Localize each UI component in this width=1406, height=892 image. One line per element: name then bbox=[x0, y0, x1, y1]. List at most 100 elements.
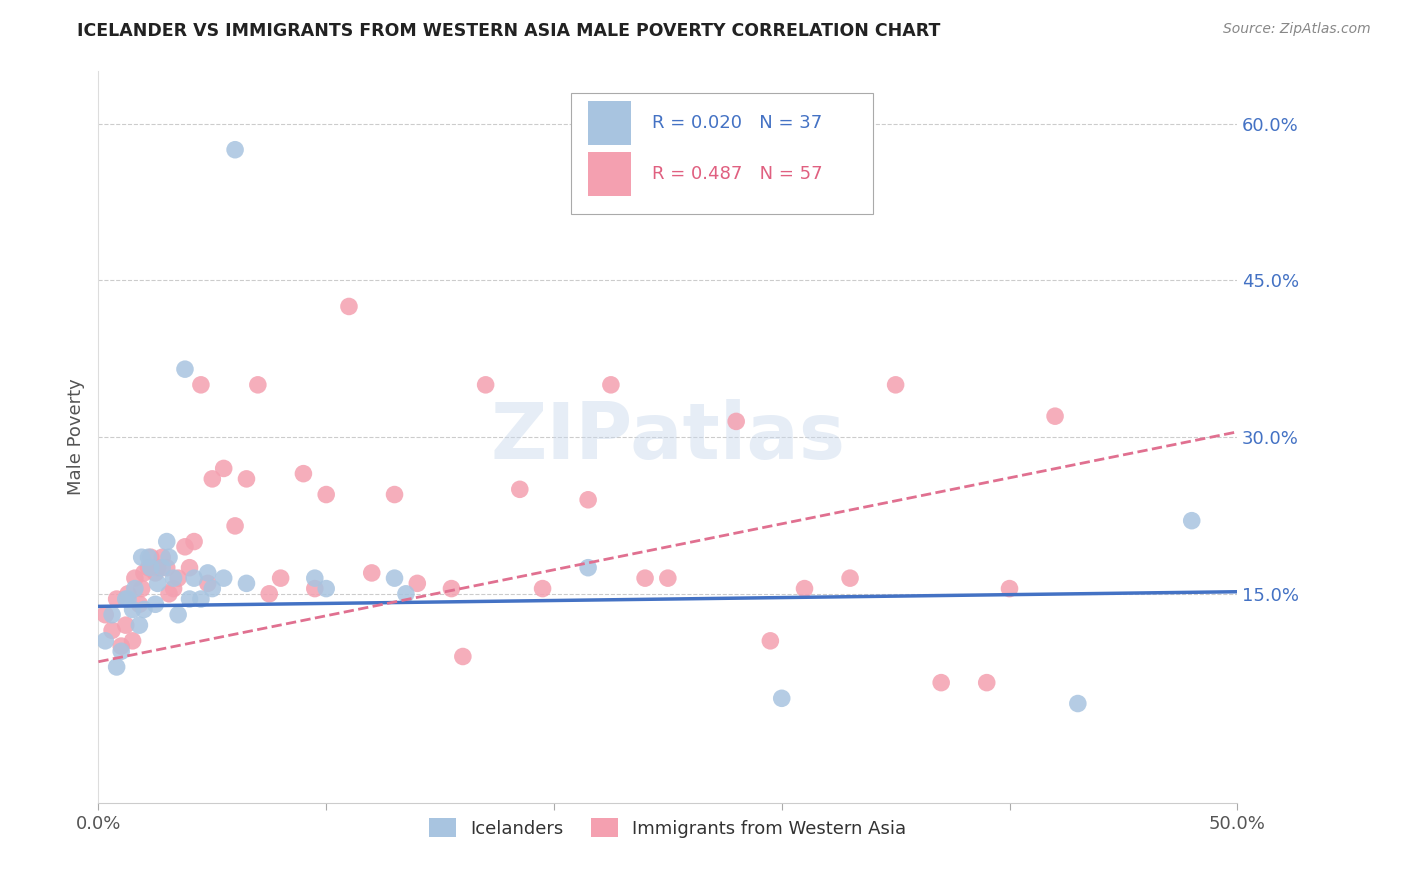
Point bbox=[94, 607, 117, 622]
Point bbox=[121, 602, 143, 616]
Point bbox=[139, 560, 162, 574]
Point bbox=[197, 566, 219, 580]
Point bbox=[174, 362, 197, 376]
Point bbox=[201, 582, 224, 596]
Point bbox=[212, 461, 235, 475]
Point bbox=[998, 582, 1021, 596]
Point bbox=[440, 582, 463, 596]
Point bbox=[793, 582, 815, 596]
Point bbox=[235, 576, 257, 591]
Point bbox=[146, 560, 169, 574]
Y-axis label: Male Poverty: Male Poverty bbox=[66, 379, 84, 495]
Point bbox=[224, 143, 246, 157]
Point bbox=[634, 571, 657, 585]
Point bbox=[759, 633, 782, 648]
Point bbox=[304, 571, 326, 585]
Point bbox=[110, 639, 132, 653]
Point bbox=[406, 576, 429, 591]
Text: ICELANDER VS IMMIGRANTS FROM WESTERN ASIA MALE POVERTY CORRELATION CHART: ICELANDER VS IMMIGRANTS FROM WESTERN ASI… bbox=[77, 22, 941, 40]
Point bbox=[183, 534, 205, 549]
Point bbox=[224, 519, 246, 533]
Point bbox=[212, 571, 235, 585]
Point bbox=[201, 472, 224, 486]
Point bbox=[190, 592, 212, 607]
Point bbox=[114, 592, 136, 607]
Point bbox=[124, 571, 146, 585]
Legend: Icelanders, Immigrants from Western Asia: Icelanders, Immigrants from Western Asia bbox=[422, 811, 914, 845]
Point bbox=[531, 582, 554, 596]
Text: ZIPatlas: ZIPatlas bbox=[491, 399, 845, 475]
Point bbox=[1043, 409, 1066, 424]
Point bbox=[156, 560, 179, 574]
Point bbox=[509, 483, 531, 497]
Point bbox=[145, 597, 167, 611]
Point bbox=[576, 560, 599, 574]
Text: R = 0.487   N = 57: R = 0.487 N = 57 bbox=[652, 165, 823, 183]
Point bbox=[770, 691, 793, 706]
Point bbox=[315, 487, 337, 501]
Point bbox=[292, 467, 315, 481]
Text: R = 0.020   N = 37: R = 0.020 N = 37 bbox=[652, 113, 823, 131]
Point bbox=[150, 560, 173, 574]
Point bbox=[384, 571, 406, 585]
Point bbox=[128, 597, 150, 611]
Point bbox=[246, 377, 269, 392]
Point bbox=[145, 566, 167, 580]
Point bbox=[101, 607, 124, 622]
Text: Source: ZipAtlas.com: Source: ZipAtlas.com bbox=[1223, 22, 1371, 37]
Point bbox=[156, 534, 179, 549]
Point bbox=[138, 560, 160, 574]
Point bbox=[360, 566, 382, 580]
Point bbox=[270, 571, 292, 585]
Point bbox=[150, 550, 173, 565]
Point bbox=[124, 582, 146, 596]
Point bbox=[174, 540, 197, 554]
Point bbox=[167, 571, 190, 585]
Point bbox=[162, 582, 184, 596]
Point bbox=[121, 633, 143, 648]
Point bbox=[235, 472, 257, 486]
Point bbox=[94, 633, 117, 648]
Point bbox=[179, 592, 201, 607]
Point bbox=[657, 571, 679, 585]
Point bbox=[146, 576, 169, 591]
Point bbox=[105, 660, 128, 674]
Point bbox=[474, 377, 496, 392]
Point bbox=[157, 550, 180, 565]
Point bbox=[451, 649, 474, 664]
Point bbox=[157, 587, 180, 601]
Point bbox=[101, 624, 124, 638]
Point bbox=[304, 582, 326, 596]
Point bbox=[132, 602, 155, 616]
Point bbox=[576, 492, 599, 507]
Point bbox=[315, 582, 337, 596]
Point bbox=[337, 300, 360, 314]
Point bbox=[395, 587, 418, 601]
Point bbox=[259, 587, 281, 601]
Point bbox=[384, 487, 406, 501]
Point bbox=[197, 576, 219, 591]
Point bbox=[929, 675, 952, 690]
Point bbox=[131, 582, 153, 596]
Point bbox=[138, 550, 160, 565]
Point bbox=[600, 377, 623, 392]
Point bbox=[117, 592, 139, 607]
Point bbox=[117, 587, 139, 601]
Point bbox=[725, 414, 748, 428]
Point bbox=[105, 592, 128, 607]
FancyBboxPatch shape bbox=[571, 94, 873, 214]
Point bbox=[183, 571, 205, 585]
Point bbox=[114, 618, 136, 632]
Point bbox=[132, 566, 155, 580]
Point bbox=[139, 550, 162, 565]
Point bbox=[839, 571, 862, 585]
Point bbox=[167, 607, 190, 622]
Point bbox=[179, 560, 201, 574]
Point bbox=[190, 377, 212, 392]
Point bbox=[131, 550, 153, 565]
Bar bbox=[588, 152, 631, 195]
Point bbox=[1181, 514, 1204, 528]
Bar bbox=[588, 101, 631, 145]
Point bbox=[884, 377, 907, 392]
Point bbox=[1067, 697, 1090, 711]
